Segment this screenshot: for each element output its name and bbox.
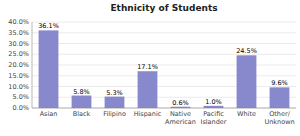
x-tick-label: White (237, 110, 256, 118)
x-tick-label: PacificIslander (200, 110, 226, 126)
data-label: 9.6% (271, 79, 288, 87)
x-tick-label: NativeAmerican (165, 110, 196, 126)
x-tick-line: Filipino (103, 110, 126, 118)
x-tick-line: Hispanic (134, 110, 162, 118)
y-axis (32, 22, 33, 108)
x-tick-line: Islander (200, 118, 226, 126)
y-tick-label: 5.0% (12, 93, 29, 101)
bars (39, 30, 290, 108)
grid-line (32, 22, 296, 23)
y-tick-label: 20.0% (8, 61, 29, 69)
y-tick-label: 15.0% (8, 72, 29, 80)
x-tick-line: White (237, 110, 256, 118)
grid-line (32, 32, 296, 33)
bar (105, 97, 125, 108)
x-tick-label: Other/Unknown (264, 110, 294, 126)
x-tick-label: Hispanic (134, 110, 162, 118)
y-tick-label: 35.0% (8, 29, 29, 37)
chart: Ethnicity of Students 0.0% 5.0% 10.0% 15.0% 2… (0, 0, 300, 136)
x-tick-label: Asian (40, 110, 58, 118)
grid-line (32, 43, 296, 44)
data-label: 0.6% (172, 99, 189, 107)
x-axis (32, 108, 296, 109)
data-label: 24.5% (236, 47, 257, 55)
bar (72, 96, 92, 108)
bar (237, 55, 257, 108)
x-tick-line: Asian (40, 110, 58, 118)
data-label: 5.8% (73, 88, 90, 96)
x-tick-line: American (165, 118, 196, 126)
bar (270, 87, 290, 108)
x-tick-line: Unknown (264, 118, 294, 126)
data-label: 17.1% (137, 63, 158, 71)
data-label: 1.0% (205, 98, 222, 106)
data-label: 5.3% (106, 89, 123, 97)
y-tick-label: 10.0% (8, 83, 29, 91)
y-tick-label: 25.0% (8, 50, 29, 58)
x-tick-label: Black (73, 110, 91, 118)
y-tick-label: 40.0% (8, 18, 29, 26)
title: Ethnicity of Students (110, 3, 217, 13)
x-tick-line: Black (73, 110, 91, 118)
y-tick-label: 30.0% (8, 40, 29, 48)
bar (204, 106, 224, 108)
bar (138, 71, 158, 108)
bar (39, 30, 59, 108)
y-tick-label: 0.0% (12, 104, 29, 112)
x-tick-label: Filipino (103, 110, 126, 118)
data-label: 36.1% (38, 22, 59, 30)
